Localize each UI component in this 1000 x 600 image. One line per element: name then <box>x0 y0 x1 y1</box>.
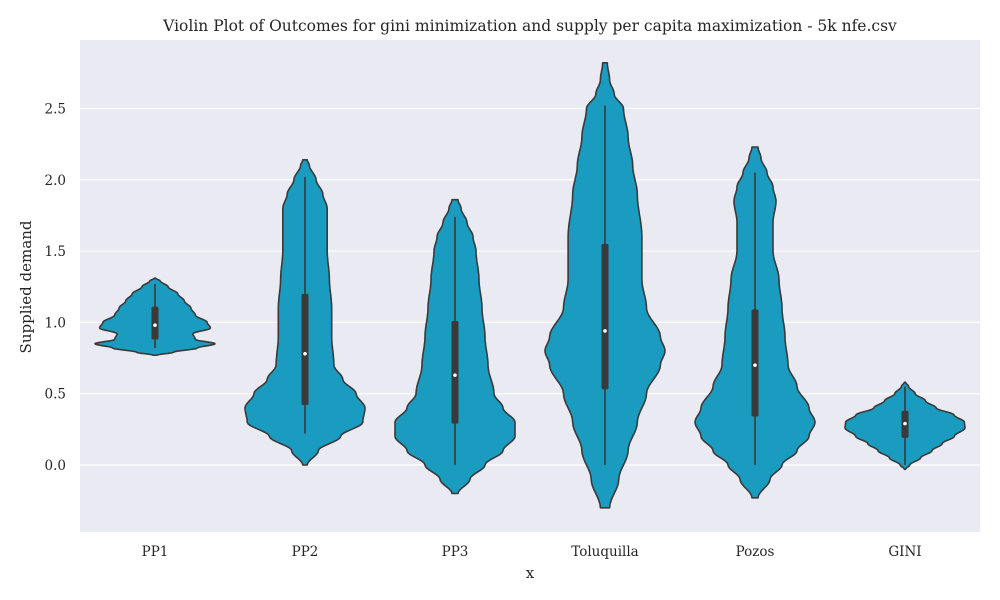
iqr-box <box>151 306 159 340</box>
y-tick-label: 2.5 <box>45 101 66 117</box>
x-tick-label: GINI <box>888 544 921 560</box>
y-tick-label: 0.0 <box>45 458 66 474</box>
violins <box>94 62 966 509</box>
iqr-box <box>451 320 459 424</box>
y-tick-label: 2.0 <box>45 173 66 189</box>
median-dot <box>753 363 757 367</box>
x-axis-label: x <box>526 564 535 582</box>
chart-title: Violin Plot of Outcomes for gini minimiz… <box>162 17 897 35</box>
y-tick-label: 1.0 <box>45 315 66 331</box>
y-tick-label: 1.5 <box>45 244 66 260</box>
iqr-box <box>601 243 609 390</box>
plot-background <box>80 40 980 532</box>
median-dot <box>153 323 157 328</box>
x-tick-labels: PP1 PP2 PP3 Toluquilla Pozos GINI <box>142 544 922 560</box>
y-tick-label: 0.5 <box>45 387 66 403</box>
median-dot <box>903 421 907 426</box>
grid-lines <box>80 107 980 466</box>
y-axis-label: Supplied demand <box>17 220 35 353</box>
median-dot <box>303 351 307 356</box>
x-tick-label: Toluquilla <box>571 544 638 560</box>
y-tick-labels: 0.0 0.5 1.0 1.5 2.0 2.5 <box>45 101 66 474</box>
median-dot <box>453 373 457 377</box>
median-dot <box>603 329 607 333</box>
x-tick-label: PP3 <box>442 544 469 560</box>
x-tick-label: PP2 <box>292 544 319 560</box>
iqr-box <box>301 293 309 406</box>
iqr-box <box>751 309 759 417</box>
x-tick-label: Pozos <box>736 544 775 560</box>
x-tick-label: PP1 <box>142 544 169 560</box>
